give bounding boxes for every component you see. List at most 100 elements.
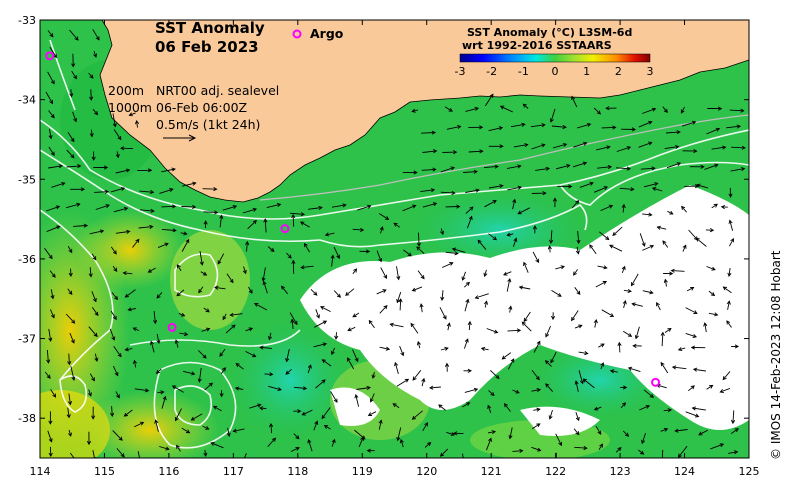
- current-vector-head: [221, 367, 226, 372]
- current-vector-head: [404, 378, 410, 383]
- current-vector-head: [649, 290, 654, 295]
- current-vector-head: [667, 408, 673, 413]
- argo-legend-marker: [292, 29, 302, 39]
- current-vector-head: [411, 108, 416, 113]
- current-vector: [109, 328, 115, 341]
- current-vector-head: [92, 297, 97, 303]
- current-vector: [139, 209, 154, 212]
- current-vector-head: [321, 359, 326, 364]
- current-vector-head: [367, 204, 372, 209]
- current-vector: [161, 168, 176, 173]
- current-vector: [321, 407, 331, 419]
- current-vector-head: [176, 264, 181, 269]
- current-vector-head: [174, 416, 179, 422]
- current-vector: [545, 360, 552, 367]
- current-vector: [203, 307, 210, 313]
- current-vector-head: [176, 444, 180, 449]
- current-vector: [307, 364, 312, 374]
- current-vector: [358, 437, 364, 448]
- current-vector: [116, 448, 125, 458]
- current-vector: [468, 321, 471, 331]
- current-vector: [324, 425, 331, 430]
- current-vector-head: [709, 228, 715, 233]
- current-vector-head: [532, 225, 537, 230]
- current-vector-head: [384, 216, 390, 220]
- current-vector-head: [295, 435, 300, 440]
- current-vector-head: [316, 314, 320, 319]
- current-vector: [133, 360, 137, 368]
- current-vector-head: [468, 215, 473, 220]
- current-vector: [333, 290, 341, 298]
- current-vector-head: [682, 244, 687, 249]
- current-vector: [347, 357, 355, 370]
- current-vector: [708, 290, 715, 296]
- current-vector: [180, 232, 187, 235]
- current-vector: [335, 332, 337, 340]
- current-vector-head: [333, 398, 338, 403]
- current-vector: [47, 71, 55, 84]
- current-vector: [112, 430, 123, 441]
- current-vector: [632, 303, 643, 307]
- current-vector-head: [174, 339, 179, 344]
- current-vector: [315, 309, 320, 319]
- current-vector: [512, 199, 516, 210]
- current-vector: [573, 428, 580, 435]
- current-vector: [230, 313, 243, 316]
- current-vector: [376, 289, 387, 295]
- current-vector: [446, 431, 455, 436]
- current-vector-head: [202, 354, 207, 359]
- current-vector: [732, 410, 735, 424]
- current-vector: [639, 405, 650, 411]
- current-vector-head: [378, 419, 383, 424]
- current-vector-head: [165, 446, 170, 451]
- current-vector-head: [654, 182, 659, 187]
- current-vector: [88, 389, 92, 397]
- current-vector-head: [612, 231, 617, 237]
- current-vector-head: [518, 285, 524, 290]
- current-vector-head: [331, 350, 335, 356]
- current-vector: [199, 251, 203, 265]
- current-vector: [91, 129, 93, 137]
- current-vector: [181, 182, 196, 187]
- current-vector: [635, 326, 640, 339]
- current-vector: [574, 287, 581, 295]
- current-vector-head: [674, 428, 679, 433]
- current-vector-head: [56, 225, 61, 230]
- current-vector-head: [544, 360, 550, 365]
- current-vector: [177, 264, 182, 272]
- current-vector: [72, 111, 77, 122]
- current-vector: [595, 281, 607, 288]
- current-vector: [575, 381, 579, 392]
- current-vector-head: [453, 431, 458, 436]
- current-vector: [488, 185, 503, 189]
- current-vector-head: [183, 332, 189, 337]
- current-vector-head: [300, 212, 306, 217]
- current-vector: [200, 271, 207, 276]
- current-vector: [531, 389, 541, 392]
- current-vector-head: [347, 357, 351, 362]
- current-vector: [417, 341, 421, 349]
- current-vector-head: [301, 411, 306, 416]
- current-vector-head: [740, 108, 745, 113]
- current-vector: [693, 368, 706, 372]
- current-vector-head: [690, 385, 695, 390]
- current-vector-head: [575, 431, 580, 436]
- lon-tick-label: 123: [610, 465, 631, 478]
- current-vector: [243, 266, 247, 274]
- current-vector: [571, 96, 578, 108]
- current-vector: [157, 243, 169, 249]
- plot-frame: [39, 19, 750, 459]
- current-vector: [545, 383, 554, 392]
- current-vector-head: [183, 231, 188, 236]
- current-vector: [618, 342, 621, 353]
- current-vector-head: [649, 244, 655, 249]
- current-vector: [46, 225, 60, 233]
- current-vector-head: [523, 317, 528, 323]
- current-vector-head: [150, 208, 155, 213]
- current-vector: [555, 433, 562, 446]
- current-vector: [531, 369, 540, 380]
- current-vector-head: [113, 267, 118, 272]
- current-vector-head: [50, 80, 55, 85]
- shelf-contour: [259, 114, 749, 201]
